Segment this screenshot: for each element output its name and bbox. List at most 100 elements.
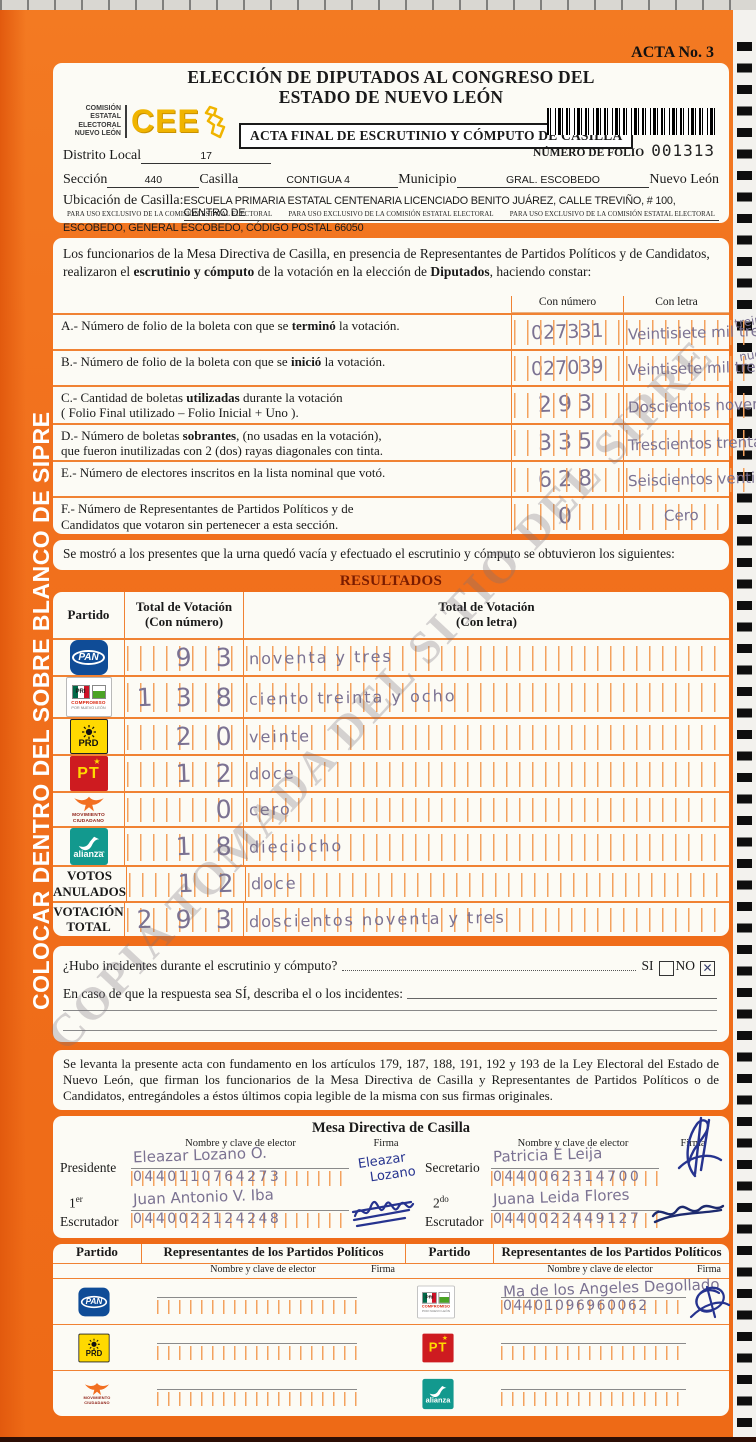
tally-c-number: 293	[537, 391, 598, 419]
escrutador1-slot: Juan Antonio V. Iba 0440022124248	[131, 1186, 349, 1232]
tally-row-a: A.- Número de folio de la boleta con que…	[53, 305, 756, 350]
seccion-label: Sección	[63, 172, 108, 187]
pt-logo: PT ★	[69, 756, 108, 791]
title-line-2: ESTADO DE NUEVO LEÓN	[278, 86, 504, 107]
tally-c-letra: Doscientos noventa y tres	[627, 393, 756, 417]
incidents-question: ¿Hubo incidentes durante el escrutinio y…	[63, 958, 338, 973]
mesa-title: Mesa Directiva de Casilla	[312, 1120, 470, 1136]
pan-logo: PAN	[69, 640, 108, 675]
pri-logo: PRI	[71, 684, 90, 699]
seccion-row: Sección 440 Casilla CONTIGUA 4 Municipio…	[63, 172, 719, 188]
tally-b-letra: Veintisete mil trenta y	[627, 357, 756, 380]
barcode	[547, 108, 715, 135]
tally-row-e: E.- Número de electores inscritos en la …	[53, 460, 756, 497]
pt-logo-small: PT ★	[422, 1333, 454, 1362]
ubicacion-line1: ESCUELA PRIMARIA ESTATAL CENTENARIA LICE…	[183, 195, 719, 221]
presidente-firma: Eleazar Lozano	[357, 1150, 417, 1186]
results-row-alianza: alianza nueva 1 8 dieciocho	[53, 826, 729, 866]
prd-sun-icon	[81, 724, 96, 739]
tally-a-number: 027331	[530, 319, 605, 345]
results-panel: Partido Total de Votación (Con número) T…	[53, 592, 729, 936]
results-col-numero: Total de Votación (Con número)	[124, 592, 243, 638]
exclusive-note-2: PARA USO EXCLUSIVO DE LA COMISIÓN ESTATA…	[288, 211, 494, 218]
mc-votes-letra: cero	[248, 799, 292, 820]
reps-row-3: MOVIMIENTO CIUDADANO alianza	[53, 1370, 729, 1416]
incidents-panel: ¿Hubo incidentes durante el escrutinio y…	[53, 946, 729, 1042]
cee-acronym: CEE	[131, 103, 200, 139]
results-row-mc: MOVIMIENTO CIUDADANO 0 cero	[53, 791, 729, 827]
mesa-right-name-header: Nombre y clave de elector	[517, 1138, 629, 1149]
tally-col-letra: Con letra	[623, 296, 729, 313]
escrutador2-label: 2do	[433, 1194, 449, 1211]
seccion-value: 440	[107, 174, 200, 188]
results-row-anulados: VOTOS ANULADOS 1 2 doce	[53, 865, 729, 901]
mc-logo-small: MOVIMIENTO CIUDADANO	[76, 1381, 119, 1406]
pri-pvem-compromiso-logo: PRI COMPROMISO POR NUEVO LEÓN	[65, 677, 112, 717]
intro-paragraph: Los funcionarios de la Mesa Directiva de…	[63, 246, 710, 279]
reps-header-row: Partido Representantes de los Partidos P…	[53, 1244, 729, 1264]
mesa-left-firma-header: Firma	[373, 1138, 399, 1149]
votos-anulados-label: VOTOS ANULADOS	[53, 868, 126, 899]
estado-name: Nuevo León	[649, 172, 719, 187]
exclusive-note-1: PARA USO EXCLUSIVO DE LA COMISIÓN ESTATA…	[67, 211, 273, 218]
tally-panel: Los funcionarios de la Mesa Directiva de…	[53, 238, 756, 535]
mesa-directiva-panel: Mesa Directiva de Casilla Nombre y clave…	[53, 1116, 729, 1238]
municipio-label: Municipio	[398, 172, 457, 187]
prd-votes-letra: veinte	[248, 726, 312, 747]
cee-logo: COMISIÓN ESTATAL ELECTORAL NUEVO LEÓN CE…	[63, 103, 230, 140]
tally-table: Con número Con letra A.- Número de folio…	[53, 296, 756, 535]
tally-e-number: 628	[537, 465, 598, 493]
reps-row-2: PRD PT ★	[53, 1324, 729, 1370]
presidente-clave: 0440110764273	[133, 1169, 282, 1185]
tally-col-numero: Con número	[511, 296, 623, 313]
folio-label: NÚMERO DE FOLIO	[533, 147, 645, 159]
pvem-logo	[91, 684, 106, 699]
results-header-row: Partido Total de Votación (Con número) T…	[53, 592, 729, 638]
alianza-swoosh-icon	[78, 836, 99, 851]
tally-d-letra: Trescientos trentaycinco	[627, 431, 756, 454]
reps-title-left: Representantes de los Partidos Políticos	[141, 1244, 405, 1263]
escrutador2-signature	[651, 1204, 725, 1224]
bottom-edge-strip	[0, 1437, 756, 1442]
votacion-total-label: VOTACIÓN TOTAL	[53, 903, 124, 935]
results-row-coalicion: PRI COMPROMISO POR NUEVO LEÓN 1 3 8 cien…	[53, 675, 729, 717]
tally-f-number: 0	[557, 503, 578, 530]
casilla-label: Casilla	[199, 172, 239, 187]
alianza-logo-small: alianza	[422, 1378, 454, 1409]
acta-subtitle: ACTA FINAL DE ESCRUTINIO Y CÓMPUTO DE CA…	[239, 123, 634, 149]
escrutador1-label: 1er	[69, 1194, 83, 1211]
acta-number: ACTA No. 3	[631, 44, 714, 61]
tally-b-number: 027039	[530, 355, 605, 381]
document-title: ELECCIÓN DE DIPUTADOS AL CONGRESO DEL ES…	[53, 67, 729, 107]
distrito-value: 17	[141, 150, 272, 164]
tally-d-number: 335	[537, 428, 598, 457]
incidents-blank-line-1	[407, 998, 717, 999]
legal-panel: Se levanta la presente acta con fundamen…	[53, 1050, 729, 1110]
presidente-name: Eleazar Lozano O.	[132, 1143, 268, 1167]
tally-row-b: B.- Número de folio de la boleta con que…	[53, 344, 756, 386]
movimiento-ciudadano-logo: MOVIMIENTO CIUDADANO	[63, 795, 115, 825]
si-checkbox	[658, 961, 674, 976]
reps-col-partido-left: Partido	[76, 1244, 118, 1259]
secretario-slot: Patricia E Leija 0440062314700	[491, 1144, 659, 1190]
perforation-strip	[733, 10, 756, 1442]
total-votes-letra: doscientos noventa y tres	[248, 907, 506, 932]
presidente-label: Presidente	[60, 1160, 117, 1175]
folio-row: NÚMERO DE FOLIO 001313	[533, 141, 715, 160]
coalicion-logo-small: PRI COMPROMISO POR NUEVO LEÓN	[417, 1285, 455, 1318]
legal-paragraph: Se levanta la presente acta con fundamen…	[63, 1056, 719, 1103]
escrutador2-slot: Juana Leida Flores 0440022449127	[491, 1186, 659, 1232]
reps-col-partido-right: Partido	[405, 1244, 493, 1263]
municipio-value: GRAL. ESCOBEDO	[456, 174, 650, 188]
results-row-pan: PAN 9 3 noventa y tres	[53, 638, 729, 675]
tally-row-c: C.- Cantidad de boletas utilizadas duran…	[53, 385, 756, 423]
results-row-prd: PRD 2 0 veinte	[53, 717, 729, 754]
escrutador1-name: Juan Antonio V. Iba	[132, 1185, 275, 1209]
urna-statement: Se mostró a los presentes que la urna qu…	[63, 546, 675, 561]
tally-header-row: Con número Con letra	[53, 296, 729, 313]
mesa-left-name-header: Nombre y clave de elector	[185, 1138, 296, 1149]
coalicion-rep-name: Ma de los Angeles Degollado	[502, 1275, 720, 1301]
ubicacion-label: Ubicación de Casilla:	[63, 193, 184, 208]
folio-value: 001313	[651, 141, 715, 160]
